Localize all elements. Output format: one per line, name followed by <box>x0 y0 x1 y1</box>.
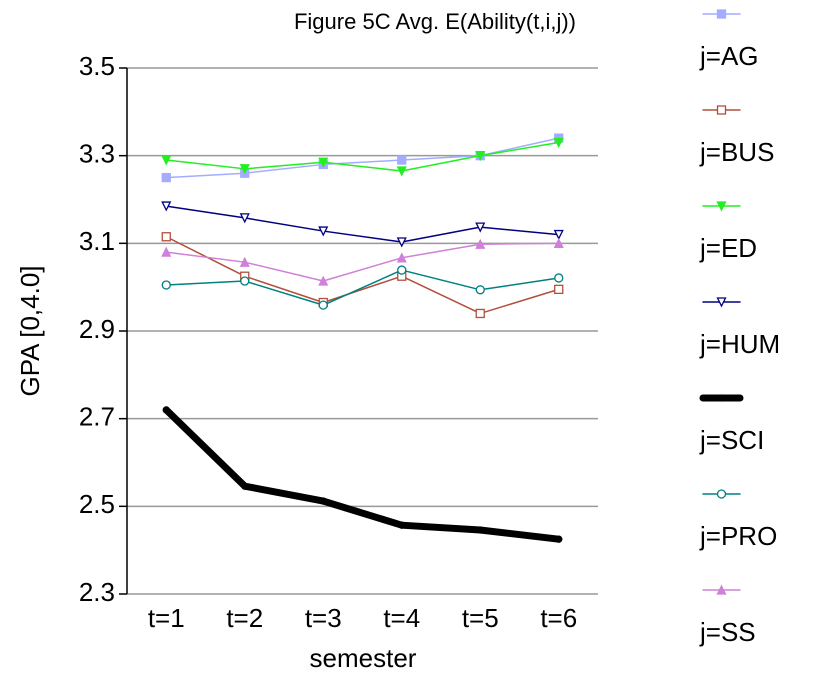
marker <box>476 526 484 534</box>
series-line <box>165 236 560 315</box>
y-tick-label: 3.1 <box>79 226 115 256</box>
marker <box>398 521 406 529</box>
marker <box>396 237 407 248</box>
marker <box>396 166 407 177</box>
marker <box>241 482 249 490</box>
marker <box>319 497 327 505</box>
marker <box>239 256 250 267</box>
legend-label: j=HUM <box>699 329 780 359</box>
legend-label: j=SCI <box>699 425 764 455</box>
legend-label: j=PRO <box>699 521 777 551</box>
series-line <box>165 242 560 282</box>
x-tick-label: t=2 <box>226 603 263 633</box>
y-tick-label: 2.3 <box>79 577 115 607</box>
marker <box>475 238 486 249</box>
marker <box>161 172 171 183</box>
series-line <box>165 269 560 306</box>
y-tick-label: 2.5 <box>79 489 115 519</box>
legend-label: j=AG <box>699 41 759 71</box>
marker <box>161 201 172 212</box>
x-tick-label: t=4 <box>383 603 420 633</box>
marker <box>716 297 727 308</box>
x-tick-label: t=5 <box>462 603 499 633</box>
chart-title: Figure 5C Avg. E(Ability(t,i,j)) <box>294 9 576 34</box>
x-tick-label: t=3 <box>305 603 342 633</box>
series-line <box>165 141 560 172</box>
legend-label: j=SS <box>699 617 756 647</box>
marker <box>717 394 726 402</box>
x-tick-label: t=1 <box>148 603 185 633</box>
marker <box>396 252 407 263</box>
x-axis-label: semester <box>310 643 417 673</box>
marker <box>318 157 329 168</box>
marker <box>240 276 250 286</box>
legend-label: j=ED <box>699 233 757 263</box>
marker <box>553 229 564 241</box>
y-tick-label: 3.3 <box>79 139 115 169</box>
marker <box>555 535 563 543</box>
marker <box>475 285 485 295</box>
marker <box>318 226 329 237</box>
marker <box>553 237 564 248</box>
marker <box>161 232 171 242</box>
y-tick-label: 3.5 <box>79 51 115 81</box>
y-tick-label: 2.9 <box>79 314 115 344</box>
series-line <box>165 137 560 179</box>
marker <box>475 222 486 233</box>
series-line <box>165 205 560 243</box>
marker <box>161 246 172 257</box>
marker <box>397 265 407 275</box>
marker <box>716 201 727 212</box>
marker <box>161 155 172 166</box>
marker <box>716 489 727 499</box>
marker <box>554 284 564 295</box>
marker <box>475 151 486 162</box>
marker <box>554 273 564 283</box>
x-tick-label: t=6 <box>540 603 577 633</box>
marker <box>553 137 564 148</box>
marker <box>475 308 485 319</box>
y-tick-label: 2.7 <box>79 402 115 432</box>
marker <box>162 406 170 414</box>
marker <box>716 105 727 115</box>
marker <box>239 164 250 175</box>
legend-label: j=BUS <box>699 137 774 167</box>
marker <box>716 584 727 595</box>
marker <box>318 275 329 286</box>
marker <box>161 280 171 290</box>
series-line <box>162 406 563 543</box>
marker <box>397 155 407 165</box>
marker <box>318 300 328 310</box>
marker <box>239 213 250 224</box>
marker <box>716 9 727 19</box>
y-axis-label: GPA [0,4.0] <box>15 265 45 396</box>
